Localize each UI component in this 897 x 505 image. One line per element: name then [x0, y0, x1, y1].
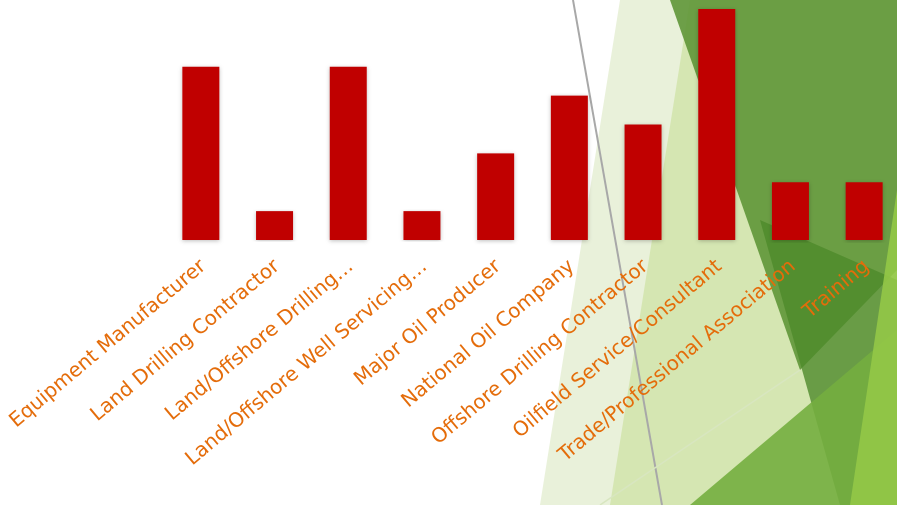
bar	[845, 182, 883, 240]
bar	[550, 95, 588, 240]
bar	[771, 182, 809, 240]
bar	[329, 66, 367, 240]
bar	[256, 211, 294, 240]
bar	[477, 153, 515, 240]
bar	[403, 211, 441, 240]
bar	[182, 66, 220, 240]
bar	[624, 124, 662, 240]
bar	[698, 9, 736, 240]
